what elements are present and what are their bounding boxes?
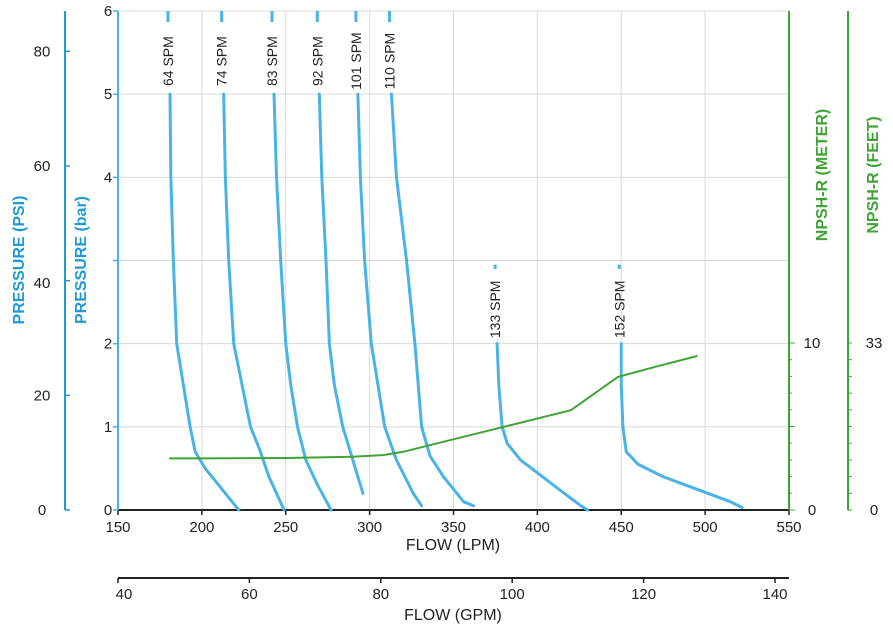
gpm-axis-title: FLOW (GPM) [404,607,502,624]
npsh-meter-tick-label: 10 [804,335,821,352]
y-axis-psi-ticks: 0 20 60 80 [34,43,70,519]
gpm-tick-label: 60 [241,586,258,603]
x-tick-label: 250 [273,519,298,536]
series-line [272,92,333,512]
y-axis-psi-title: PRESSURE (PSI) [11,196,28,325]
bar-tick-label: 2 [104,336,112,353]
gpm-tick-label: 80 [372,586,389,603]
series-line [222,92,286,512]
x-axis-title: FLOW (LPM) [406,537,500,554]
npsh-meter-tick-label: 0 [808,502,816,519]
gpm-tick-label: 100 [500,586,525,603]
x-tick-label: 200 [189,519,214,536]
bar-tick-label: 5 [104,86,112,103]
series-label: 110 SPM [381,33,397,90]
series-line [317,92,365,495]
y-axis-bar-ticks: 0 1 2 4 5 6 [104,3,118,519]
psi-tick-label: 80 [34,43,51,60]
series-label: 92 SPM [309,36,325,86]
grid [118,10,789,510]
psi-tick-40-label: 40 [34,275,51,292]
y-axis-npsh-feet-title: NPSH-R (FEET) [865,116,882,233]
y-axis-npsh-meter-title: NPSH-R (METER) [814,109,831,241]
gpm-tick-label: 140 [762,586,787,603]
series-label: 152 SPM [611,281,627,339]
bar-tick-label: 4 [104,169,112,186]
series-line [619,342,744,510]
x-tick-label: 300 [357,519,382,536]
psi-tick-label: 60 [34,158,51,175]
psi-tick-label: 20 [34,387,51,404]
y-axis-bar-title: PRESSURE (bar) [73,196,90,324]
x-tick-label: 350 [441,519,466,536]
series-line [495,342,590,512]
series-line [389,92,476,508]
x-tick-label: 450 [609,519,634,536]
gpm-axis-ticks: 40 60 80 100 120 140 [116,578,788,603]
y-axis-npsh-ticks: 0 10 0 33 [789,335,882,519]
bar-tick-label: 1 [104,419,112,436]
x-tick-label: 550 [776,519,801,536]
series-line [169,355,698,460]
npsh-feet-tick-label: 33 [866,335,883,352]
series-label: 83 SPM [264,36,280,86]
x-tick-label: 150 [105,519,130,536]
bar-tick-label: 6 [104,3,112,20]
series-label: 64 SPM [160,36,176,86]
series-line [168,92,241,512]
bar-tick-label: 0 [104,502,112,519]
series-layer: 64 SPM 74 SPM 83 SPM 92 SPM 101 SPM 110 SPM 13… [160,11,744,512]
gpm-tick-label: 40 [116,586,133,603]
x-axis-ticks: 150 200 250 300 350 400 450 500 550 [105,510,802,536]
series-label: 133 SPM [487,281,503,339]
x-tick-label: 400 [525,519,550,536]
gpm-tick-label: 120 [631,586,656,603]
series-line [356,92,424,508]
series-label: 101 SPM [348,32,364,90]
series-label: 74 SPM [214,36,230,86]
x-tick-label: 500 [693,519,718,536]
psi-tick-label: 0 [38,502,46,519]
npsh-feet-tick-label: 0 [870,502,878,519]
